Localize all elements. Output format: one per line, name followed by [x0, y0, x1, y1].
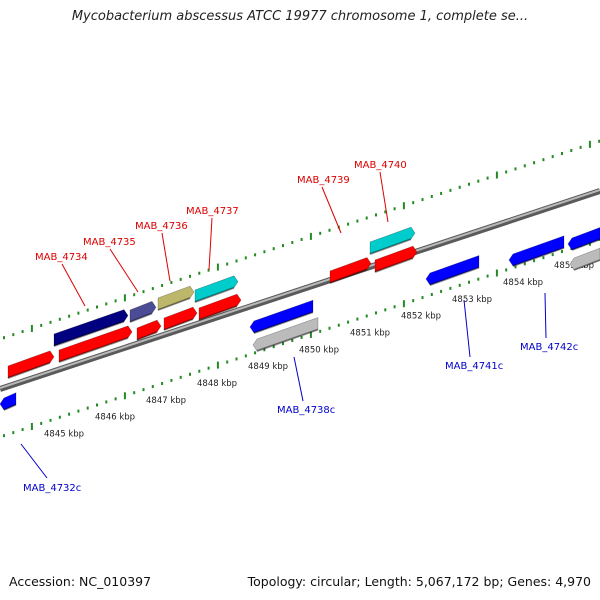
tick-label: 4845 kbp: [44, 429, 84, 439]
gene-label-leaders: [20, 171, 547, 479]
gene-arrow: [136, 319, 162, 341]
gene-arrow-shadow: [571, 238, 600, 251]
gene-arrow: [198, 293, 242, 321]
gene-arrow: [252, 317, 319, 352]
gene-arrow-shadow: [253, 311, 314, 334]
gene-labels: MAB_4734 MAB_4735 MAB_4736 MAB_4737 MAB_4739…: [23, 160, 578, 494]
gene-label-leader: [463, 299, 471, 358]
gene-arrow-shadow: [512, 246, 565, 267]
gene-label-leader: [161, 232, 171, 282]
gene-arrow-shadow: [429, 266, 480, 286]
tick-label: 4849 kbp: [248, 362, 288, 372]
gene-arrow: [53, 309, 129, 347]
gene-arrow: [329, 257, 372, 284]
accession-text: Accession: NC_010397: [9, 574, 152, 589]
gene-arrow-shadow: [129, 312, 153, 323]
gene-arrow-shadow: [256, 328, 319, 352]
gene-arrow-shadow: [157, 297, 191, 311]
gene-arrow: [374, 245, 418, 273]
gene-arrow: [194, 275, 239, 303]
gene-label-leader: [20, 443, 48, 479]
gene-arrow: [508, 235, 565, 267]
gene-arrow: [0, 392, 17, 411]
gene-label: MAB_4732c: [23, 483, 81, 494]
genome-summary-text: Topology: circular; Length: 5,067,172 bp…: [247, 574, 591, 589]
tick-label: 4848 kbp: [197, 379, 237, 389]
gene-arrow-shadow: [58, 336, 129, 363]
gene-label: MAB_4739: [297, 175, 350, 186]
tick-labels: 4845 kbp 4846 kbp 4847 kbp 4848 kbp 4849 kbp…: [44, 261, 594, 439]
lower-tick-track: [3, 237, 600, 438]
tick-label: 4854 kbp: [503, 278, 543, 288]
tick-label: 4853 kbp: [452, 295, 492, 305]
gene-label-leader: [544, 292, 547, 339]
gene-arrow: [163, 306, 198, 331]
tick-label: 4851 kbp: [350, 329, 390, 339]
gene-arrow-shadow: [53, 320, 125, 347]
gene-arrow: [369, 226, 416, 255]
gene-arrow: [157, 285, 195, 311]
gene-arrow-shadow: [573, 259, 600, 271]
gene-arrow: [249, 299, 314, 334]
gene-arrow: [129, 301, 157, 323]
backbone-highlight: [0, 189, 600, 389]
tick-label: 4846 kbp: [95, 413, 135, 423]
gene-label-leader: [109, 248, 139, 293]
gene-label: MAB_4738c: [277, 405, 335, 416]
gene-arrow: [567, 227, 600, 251]
gene-label: MAB_4735: [83, 237, 136, 248]
gene-arrow-shadow: [7, 361, 51, 379]
gene-arrow-shadow: [3, 403, 17, 411]
gene-features: [0, 226, 600, 411]
tick-label: 4847 kbp: [146, 396, 186, 406]
gene-label: MAB_4737: [186, 206, 239, 217]
tick-label: 4850 kbp: [299, 345, 339, 355]
map-title: Mycobacterium abscessus ATCC 19977 chrom…: [71, 9, 529, 24]
gene-arrow: [569, 247, 600, 271]
backbone: [0, 188, 600, 392]
gene-arrow-shadow: [163, 318, 194, 331]
gene-label-leader: [321, 186, 342, 234]
gene-label-leader: [61, 263, 86, 307]
gene-label: MAB_4741c: [445, 361, 503, 372]
gene-arrow-shadow: [374, 257, 414, 273]
gene-arrow: [7, 350, 55, 379]
gene-arrow-shadow: [329, 268, 368, 284]
gene-arrow-shadow: [136, 331, 158, 341]
gene-arrow-shadow: [194, 286, 235, 303]
gene-arrow: [58, 325, 133, 363]
gene-label: MAB_4736: [135, 221, 188, 232]
gene-label-leader: [293, 356, 304, 402]
gene-arrow-shadow: [369, 238, 412, 255]
gene-label: MAB_4734: [35, 252, 88, 263]
gene-label: MAB_4742c: [520, 342, 578, 353]
gene-label-leader: [208, 217, 213, 271]
gene-label: MAB_4740: [354, 160, 407, 171]
tick-label: 4852 kbp: [401, 312, 441, 322]
gene-label-leader: [379, 171, 389, 223]
gene-arrow: [425, 255, 480, 286]
gene-arrow-shadow: [198, 305, 238, 321]
upper-tick-track: [3, 139, 600, 340]
